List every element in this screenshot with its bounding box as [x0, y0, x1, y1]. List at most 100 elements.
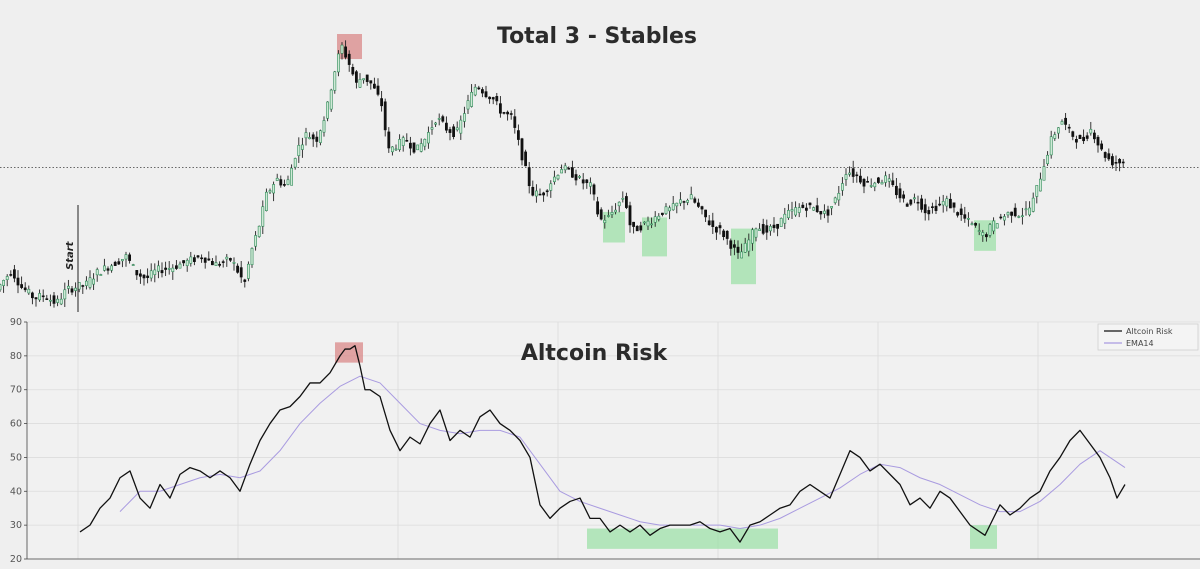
candle-body — [653, 216, 657, 223]
candle-body — [1121, 161, 1125, 164]
candle — [696, 198, 700, 209]
candle — [606, 209, 610, 218]
candle — [30, 291, 34, 305]
candle — [250, 247, 254, 268]
candle — [783, 207, 787, 230]
candle — [344, 40, 348, 60]
candle-body — [171, 267, 175, 272]
candle — [570, 160, 574, 178]
candle — [247, 261, 250, 282]
candle-body — [1067, 126, 1071, 129]
candle-body — [1078, 134, 1082, 139]
candle — [1082, 129, 1086, 144]
candle-body — [408, 142, 412, 149]
candle-body — [63, 289, 67, 300]
candle-body — [318, 130, 322, 143]
candle-body — [1002, 216, 1006, 221]
candle-body — [765, 225, 769, 233]
candle-body — [203, 257, 207, 263]
candle-body — [1035, 185, 1039, 197]
candle — [495, 92, 499, 106]
candle-body — [473, 86, 477, 96]
candle — [830, 206, 834, 216]
candle-body — [149, 270, 153, 279]
bottom-lines — [79, 345, 1126, 543]
candle-body — [660, 212, 664, 215]
candle — [646, 216, 650, 230]
candle — [628, 201, 632, 233]
candle-body — [848, 172, 852, 175]
candle — [117, 258, 121, 265]
candle-body — [466, 100, 470, 110]
candle-body — [898, 188, 902, 199]
candle — [95, 267, 99, 282]
candle — [261, 200, 265, 234]
candle-body — [41, 295, 45, 298]
candle — [563, 162, 567, 174]
candle-body — [380, 98, 384, 107]
candle — [160, 262, 164, 278]
candle — [254, 231, 258, 251]
candle — [1035, 185, 1039, 204]
candle — [340, 42, 344, 60]
candle-body — [992, 220, 996, 232]
candle-body — [1017, 216, 1021, 218]
candle-body — [934, 205, 938, 211]
candle-body — [229, 258, 232, 261]
candle — [239, 261, 243, 283]
candle — [185, 258, 189, 272]
candle — [639, 221, 643, 233]
start-label: Start — [65, 240, 76, 270]
candle-body — [747, 239, 751, 252]
candle — [999, 213, 1003, 220]
candle-body — [45, 298, 49, 300]
candle — [279, 175, 283, 188]
candle — [149, 263, 153, 282]
candle — [380, 90, 384, 112]
candle — [322, 116, 326, 137]
legend-box — [1097, 323, 1199, 351]
candle — [477, 85, 481, 91]
candle-body — [257, 225, 261, 237]
candle — [750, 227, 754, 251]
bottom-chart-title: Altcoin Risk — [521, 341, 669, 366]
candle — [534, 184, 538, 203]
y-tick-label: 70 — [10, 385, 22, 396]
candle — [164, 261, 168, 277]
candle-body — [707, 220, 711, 226]
candle-body — [873, 182, 877, 188]
candle-body — [542, 192, 546, 196]
candle-body — [250, 248, 254, 265]
candle — [740, 243, 744, 259]
candle-body — [524, 151, 528, 167]
candle-body — [336, 53, 340, 73]
candle — [1075, 135, 1078, 149]
candle — [203, 257, 207, 269]
candle-body — [279, 179, 283, 186]
candle-body — [23, 287, 27, 291]
candle-body — [959, 208, 963, 215]
candle-body — [808, 202, 812, 206]
candle-body — [416, 144, 420, 151]
candle — [516, 124, 520, 146]
candle-body — [1096, 136, 1100, 146]
candle-body — [610, 212, 614, 215]
candle — [880, 179, 884, 185]
candle-body — [351, 67, 355, 75]
candle-body — [232, 262, 236, 264]
candle-body — [1028, 207, 1032, 216]
candle-body — [549, 183, 553, 191]
candle — [664, 203, 668, 216]
candle-body — [189, 256, 193, 264]
candle — [502, 111, 506, 115]
candle — [434, 121, 438, 127]
candle — [372, 77, 376, 89]
candle — [88, 270, 92, 290]
candle — [761, 218, 765, 236]
candle-body — [801, 204, 805, 208]
ema14-line — [119, 375, 1126, 530]
candle — [581, 173, 585, 190]
candle-body — [531, 186, 535, 196]
candle — [862, 177, 866, 194]
